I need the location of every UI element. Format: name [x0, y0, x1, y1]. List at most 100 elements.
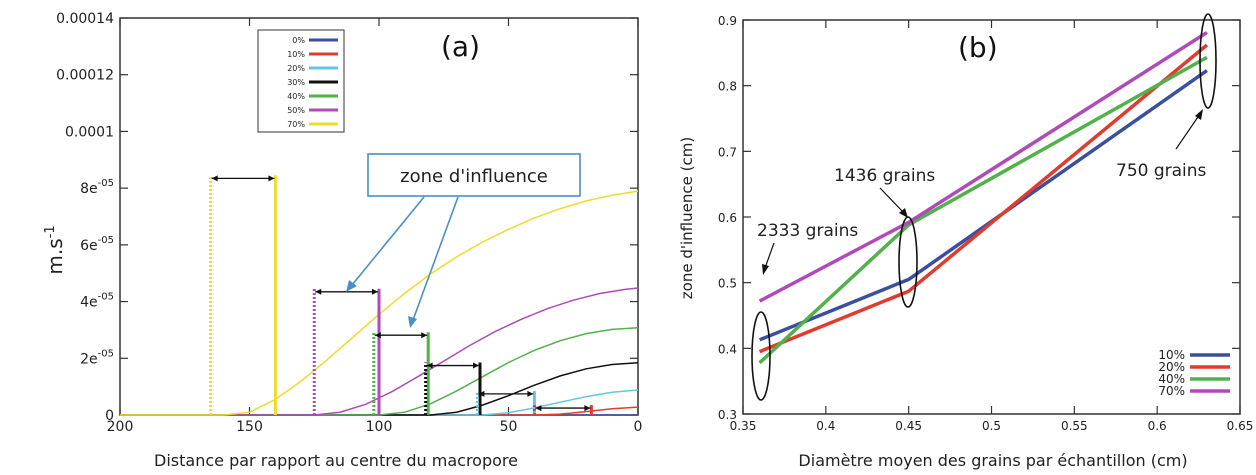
zone-arrowhead-right-1 — [372, 288, 378, 295]
y-tick-label-b-5: 0.8 — [718, 80, 737, 94]
group-arrowhead-750 — [1195, 109, 1203, 120]
y-tick-label-a-base: 0.00012 — [56, 68, 114, 84]
legend-a: 0% 10% 20% 30% 40% 50% 70% — [257, 29, 345, 133]
y-tick-label-a-base: 6e — [80, 238, 98, 254]
x-tick-label-a-4: 0 — [634, 419, 643, 435]
y-tick-label-a-3: 6e-05 — [80, 235, 114, 254]
series-b-20 — [758, 43, 1209, 354]
y-tick-label-a-sup: -05 — [98, 348, 114, 359]
series-a-50 — [120, 287, 639, 416]
x-tick-label-b-5: 0.6 — [1148, 419, 1167, 433]
y-tick-label-a-1: 2e-05 — [80, 348, 114, 367]
annotation-arrowhead-1 — [346, 280, 357, 292]
x-tick-label-b-2: 0.45 — [895, 419, 922, 433]
y-tick-label-a-base: 4e — [80, 295, 98, 311]
x-tick-label-b-3: 0.5 — [982, 419, 1001, 433]
y-tick-label-a-5: 0.0001 — [65, 124, 114, 140]
zone-arrowhead-right-4 — [527, 390, 534, 397]
annotation-text: zone d'influence — [400, 166, 548, 187]
axis-ticks-a: 02e-054e-056e-058e-050.00010.000120.0001… — [56, 11, 642, 435]
x-tick-label-b-6: 0.65 — [1227, 419, 1254, 433]
y-tick-label-a-base: 0 — [105, 408, 114, 424]
legend-b: 10%20%40%70% — [1158, 348, 1230, 398]
series-group-b — [758, 31, 1209, 365]
legend-b-label-20: 20% — [1158, 360, 1185, 374]
annotation-arrowhead-2 — [408, 316, 417, 328]
series-a-70 — [120, 190, 639, 416]
group-arrowhead-1436 — [899, 208, 908, 218]
series-a-20 — [120, 389, 639, 416]
zone-arrowhead-right-0 — [268, 175, 275, 182]
y-tick-label-a-base: 0.0001 — [65, 124, 114, 140]
series-b-10 — [758, 69, 1208, 342]
zone-arrowhead-left-3 — [426, 362, 433, 369]
zone-arrowhead-left-2 — [374, 332, 381, 339]
legend-a-label-20: 20% — [287, 64, 305, 73]
group-ellipse-1436 — [898, 216, 918, 308]
y-tick-label-b-0: 0.3 — [718, 408, 737, 422]
annotation-pointer-2 — [412, 196, 459, 321]
group-arrowhead-2333 — [762, 264, 769, 275]
y-tick-label-a-sup: -05 — [98, 235, 114, 246]
y-axis-title-a: m.s-1 — [43, 225, 67, 274]
y-tick-label-a-7: 0.00014 — [56, 11, 114, 27]
x-tick-label-a-3: 50 — [500, 419, 518, 435]
legend-b-label-70: 70% — [1158, 384, 1185, 398]
legend-b-label-10: 10% — [1158, 348, 1185, 362]
zone-arrowhead-right-3 — [473, 362, 480, 369]
x-tick-label-a-0: 200 — [107, 419, 134, 435]
y-tick-label-b-1: 0.4 — [718, 342, 737, 356]
group-pointer-1436 — [879, 187, 905, 214]
y-tick-label-a-4: 8e-05 — [80, 178, 114, 197]
series-a-30 — [120, 362, 639, 416]
y-tick-label-a-sup: -05 — [98, 292, 114, 303]
legend-b-label-40: 40% — [1158, 372, 1185, 386]
x-tick-label-a-2: 100 — [366, 419, 393, 435]
y-tick-label-b-4: 0.7 — [718, 145, 737, 159]
legend-a-label-40: 40% — [287, 92, 305, 101]
legend-a-label-10: 10% — [287, 50, 305, 59]
x-tick-label-b-1: 0.4 — [816, 419, 835, 433]
group-label-1436: 1436 grains — [834, 166, 935, 186]
y-tick-label-a-6: 0.00012 — [56, 68, 114, 84]
series-a-40 — [120, 326, 639, 416]
series-group-a — [120, 190, 639, 416]
x-axis-title-b: Diamètre moyen des grains par échantillo… — [798, 451, 1187, 470]
group-annotations-b: 2333 grains 1436 grains 750 grains — [751, 13, 1217, 401]
annotation-box — [367, 153, 581, 197]
zone-arrowhead-left-1 — [315, 288, 322, 295]
legend-a-label-30: 30% — [287, 78, 305, 87]
panel-b: 0.3 0.4 0.5 0.6 0.7 0.8 0.9 0.35 0.4 0.45 0.5 0.55 0… — [678, 13, 1253, 470]
x-axis-title-a: Distance par rapport au centre du macrop… — [154, 451, 518, 470]
y-tick-label-b-6: 0.9 — [718, 14, 737, 28]
zone-arrowhead-right-5 — [584, 405, 591, 412]
legend-a-label-70: 70% — [287, 120, 305, 129]
panel-label-a: (a) — [441, 30, 480, 63]
x-tick-label-b-4: 0.55 — [1061, 419, 1088, 433]
group-label-750: 750 grains — [1116, 161, 1207, 181]
y-tick-label-a-base: 2e — [80, 351, 98, 367]
y-tick-label-b-2: 0.5 — [718, 277, 737, 291]
x-tick-label-a-1: 150 — [236, 419, 263, 435]
group-ellipse-2333 — [751, 311, 771, 401]
y-tick-label-a-2: 4e-05 — [80, 292, 114, 311]
group-pointer-2333 — [764, 242, 775, 269]
y-tick-label-a-base: 8e — [80, 181, 98, 197]
panel-a: 02e-054e-056e-058e-050.00010.000120.0001… — [43, 11, 642, 470]
group-pointer-750 — [1175, 113, 1201, 150]
y-axis-title-b: zone d'influence (cm) — [678, 137, 696, 299]
annotation-pointer-1 — [351, 196, 425, 286]
y-tick-label-a-0: 0 — [105, 408, 114, 424]
axis-ticks-b: 0.3 0.4 0.5 0.6 0.7 0.8 0.9 0.35 0.4 0.45 0.5 0.55 0… — [718, 14, 1253, 433]
group-label-2333: 2333 grains — [757, 221, 858, 241]
panel-label-b: (b) — [958, 31, 998, 64]
group-ellipse-750 — [1199, 13, 1217, 109]
y-tick-label-a-base: 0.00014 — [56, 11, 114, 27]
y-tick-label-a-sup: -05 — [98, 178, 114, 189]
legend-a-label-50: 50% — [287, 106, 305, 115]
y-tick-label-b-3: 0.6 — [718, 211, 737, 225]
zone-arrowhead-left-5 — [535, 405, 542, 412]
legend-a-label-0: 0% — [292, 36, 305, 45]
series-b-70 — [758, 31, 1208, 303]
